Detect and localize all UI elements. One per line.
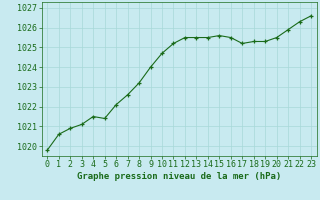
X-axis label: Graphe pression niveau de la mer (hPa): Graphe pression niveau de la mer (hPa) — [77, 172, 281, 181]
